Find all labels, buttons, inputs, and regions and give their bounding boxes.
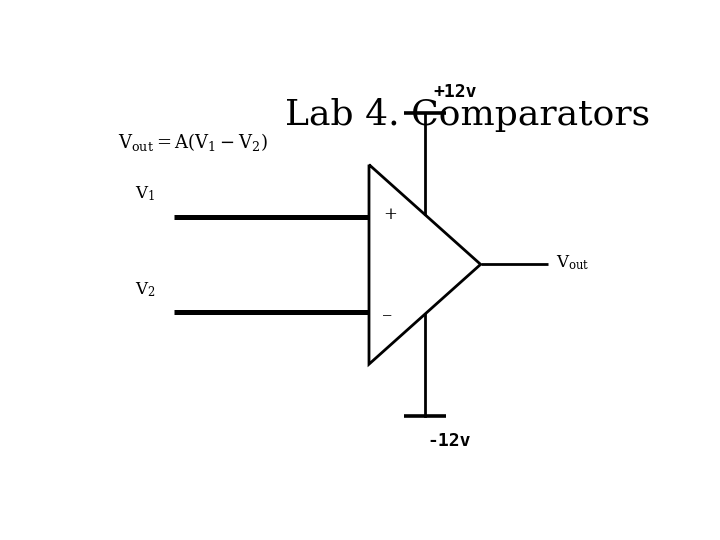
- Text: $\mathregular{V_2}$: $\mathregular{V_2}$: [135, 280, 155, 299]
- Text: _: _: [383, 300, 392, 316]
- Text: Lab 4. Comparators: Lab 4. Comparators: [285, 98, 650, 132]
- Text: +12v: +12v: [433, 83, 477, 101]
- Text: $\mathregular{V_{out}}$: $\mathregular{V_{out}}$: [556, 253, 589, 272]
- Text: -12v: -12v: [428, 432, 471, 450]
- Text: $\mathregular{V_{out}=A(V_1-V_2)}$: $\mathregular{V_{out}=A(V_1-V_2)}$: [118, 131, 268, 153]
- Text: $\mathregular{V_1}$: $\mathregular{V_1}$: [135, 184, 155, 203]
- Text: +: +: [383, 206, 397, 223]
